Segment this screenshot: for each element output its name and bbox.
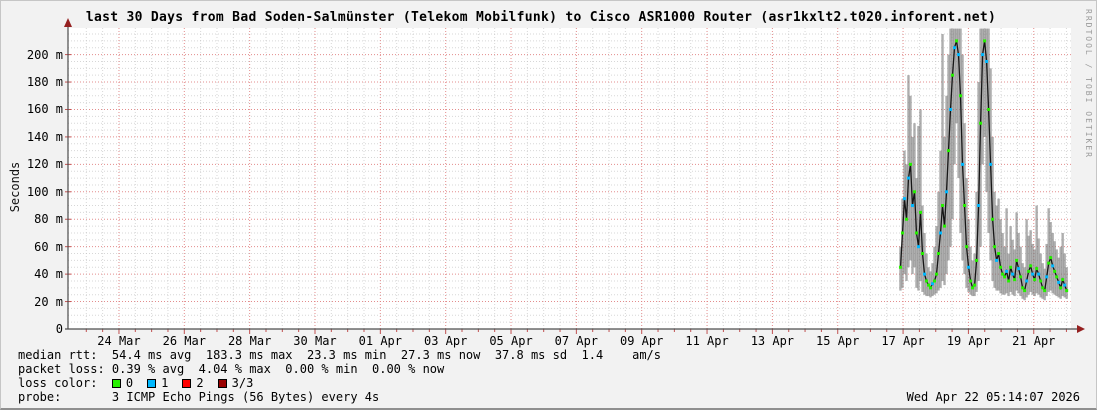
x-tick-label: 24 Mar: [97, 334, 141, 348]
y-tick-label: 100 m: [26, 184, 63, 199]
loss-color-swatch: [111, 378, 121, 388]
x-tick-label: 03 Apr: [423, 334, 468, 348]
x-axis-arrow: [1077, 325, 1085, 333]
x-tick-label: 21 Apr: [1012, 334, 1056, 348]
graph-timestamp: Wed Apr 22 05:14:07 2026: [906, 390, 1080, 404]
y-tick-label: 20 m: [34, 294, 63, 309]
y-tick-label: 60 m: [34, 239, 63, 254]
y-tick-label: 0: [55, 322, 63, 336]
y-tick-label: 180 m: [26, 75, 63, 90]
loss-color-swatch: [182, 378, 192, 388]
y-tick-label: 40 m: [34, 267, 63, 282]
loss-color-legend: loss color: 0 1 2 3/3: [18, 376, 661, 390]
loss-color-swatch: [217, 378, 227, 388]
loss-color-swatch: [147, 378, 157, 388]
x-tick-label: 15 Apr: [816, 334, 860, 348]
x-tick-label: 05 Apr: [489, 334, 533, 348]
x-tick-label: 19 Apr: [946, 334, 991, 348]
rrdtool-watermark: RRDTOOL / TOBI OETIKER: [1084, 9, 1093, 159]
median-rtt-line: median rtt: 54.4 ms avg 183.3 ms max 23.…: [18, 348, 661, 362]
loss-color-items: 0 1 2 3/3: [111, 376, 267, 390]
x-tick-label: 26 Mar: [162, 334, 206, 348]
y-tick-label: 200 m: [26, 47, 63, 62]
loss-color-value: 3/3: [231, 376, 254, 390]
loss-color-label: loss color:: [18, 376, 112, 390]
axes: [64, 18, 1085, 333]
stats-footer: median rtt: 54.4 ms avg 183.3 ms max 23.…: [18, 348, 661, 404]
x-tick-label: 28 Mar: [227, 334, 272, 348]
loss-color-value: 0: [125, 376, 134, 390]
x-tick-label: 09 Apr: [620, 334, 664, 348]
y-tick-label: 160 m: [26, 102, 63, 117]
grid-lines: [65, 28, 1071, 334]
y-tick-label: 80 m: [34, 212, 63, 227]
x-tick-label: 11 Apr: [685, 334, 729, 348]
probe-line: probe: 3 ICMP Echo Pings (56 Bytes) ever…: [18, 390, 380, 404]
x-tick-label: 01 Apr: [358, 334, 402, 348]
packet-loss-line: packet loss: 0.39 % avg 4.04 % max 0.00 …: [18, 362, 445, 376]
y-axis-arrow: [64, 18, 72, 27]
y-tick-label: 140 m: [26, 129, 63, 144]
chart-title: last 30 Days from Bad Soden-Salmünster (…: [85, 10, 997, 25]
x-tick-label: 30 Mar: [293, 334, 337, 348]
x-tick-label: 17 Apr: [881, 334, 925, 348]
x-tick-label: 07 Apr: [554, 334, 599, 348]
loss-color-value: 1: [161, 376, 169, 390]
y-tick-label: 120 m: [26, 157, 63, 172]
loss-color-value: 2: [196, 376, 204, 390]
loss-dots: [898, 39, 1069, 293]
x-tick-label: 13 Apr: [750, 334, 795, 348]
